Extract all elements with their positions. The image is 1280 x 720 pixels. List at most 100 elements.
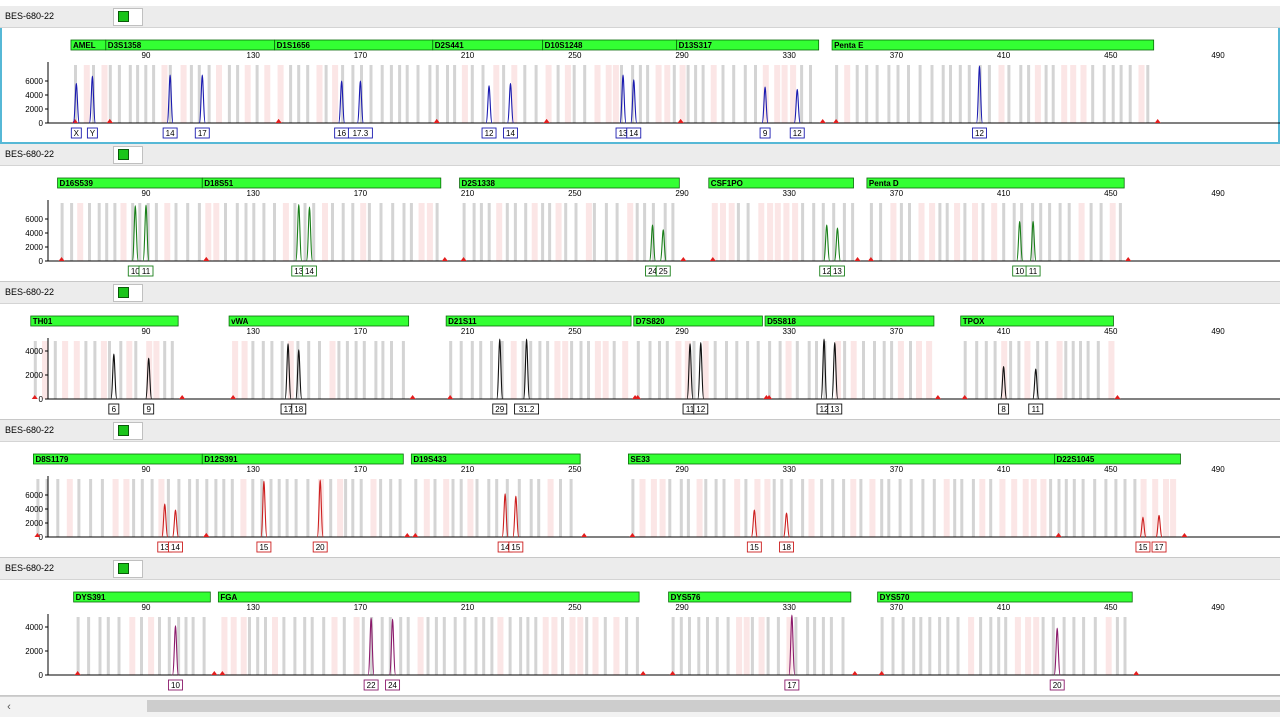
stutter-marker-icon xyxy=(409,395,416,399)
allele-call-box xyxy=(1028,403,1044,415)
stutter-marker-icon xyxy=(1114,395,1121,399)
stutter-marker-icon xyxy=(640,671,647,675)
allele-bin xyxy=(342,617,346,675)
allele-bin xyxy=(161,65,168,123)
allele-bin xyxy=(941,65,945,123)
size-tick-label: 90 xyxy=(142,189,151,198)
allele-bin xyxy=(409,203,413,261)
allele-peak xyxy=(198,74,206,124)
allele-bin xyxy=(1099,203,1103,261)
allele-bin xyxy=(379,479,383,537)
allele-bin xyxy=(42,341,48,399)
allele-bin xyxy=(158,479,165,537)
panel-toggle-button[interactable] xyxy=(113,8,143,26)
allele-call-label: 14 xyxy=(171,543,180,552)
allele-bin xyxy=(188,479,192,537)
marker-bar xyxy=(228,315,410,327)
panel-toggle-button[interactable] xyxy=(113,146,143,164)
panel-toggle-button[interactable] xyxy=(113,284,143,302)
allele-bin xyxy=(140,617,143,675)
allele-peak xyxy=(1053,627,1061,676)
allele-call-label: 9 xyxy=(146,405,151,414)
marker-bar xyxy=(73,591,211,603)
horizontal-scrollbar[interactable]: ‹ xyxy=(0,696,1280,717)
allele-call-box xyxy=(168,541,183,553)
allele-bin xyxy=(202,617,206,675)
scroll-left-arrow-icon[interactable]: ‹ xyxy=(7,701,11,713)
y-tick-label: 0 xyxy=(39,119,44,128)
size-tick-label: 370 xyxy=(890,603,904,612)
allele-bin xyxy=(529,479,533,537)
allele-bin xyxy=(1119,65,1123,123)
allele-bin xyxy=(500,341,504,399)
allele-bin xyxy=(213,203,220,261)
allele-bin xyxy=(899,203,903,261)
allele-bin xyxy=(1027,65,1031,123)
allele-bin xyxy=(772,479,776,537)
allele-bin xyxy=(801,203,805,261)
allele-bin xyxy=(129,617,136,675)
size-tick-label: 170 xyxy=(354,327,368,336)
allele-bin xyxy=(1045,341,1049,399)
allele-peak xyxy=(110,353,118,400)
panel-toggle-button[interactable] xyxy=(113,560,143,578)
dye-panel[interactable]: BES-680-22 TH01 vWA D21S11 D7S820 D5S818 TPOX 9… xyxy=(0,282,1280,420)
allele-bin xyxy=(594,65,601,123)
marker-label: DYS570 xyxy=(880,593,910,602)
marker-bar xyxy=(410,453,581,465)
stutter-marker-icon xyxy=(680,257,687,261)
allele-bin xyxy=(138,203,142,261)
allele-bin xyxy=(603,617,607,675)
allele-peak xyxy=(697,342,705,400)
dye-panel[interactable]: BES-680-22 D8S1179 D12S391 D19S433 SE33 D22S1… xyxy=(0,420,1280,558)
allele-call-label: 13 xyxy=(833,267,842,276)
allele-bin xyxy=(807,341,811,399)
allele-bin xyxy=(232,341,239,399)
allele-bin xyxy=(1146,65,1150,123)
allele-bin xyxy=(475,479,479,537)
allele-call-label: 14 xyxy=(629,129,638,138)
allele-bin xyxy=(97,203,101,261)
allele-bin xyxy=(754,65,757,123)
allele-bin xyxy=(842,203,846,261)
allele-call-box xyxy=(108,403,120,415)
allele-bin xyxy=(574,203,578,261)
allele-bin xyxy=(207,65,211,123)
marker-label: D22S1045 xyxy=(1057,455,1095,464)
dye-panel[interactable]: BES-680-22 D16S539 D18S51 D2S1338 CSF1PO Pent… xyxy=(0,144,1280,282)
dye-panel[interactable]: BES-680-22 AMEL D3S1358 D1S1656 D2S441 D10S12… xyxy=(0,6,1280,144)
allele-bin xyxy=(1004,617,1008,675)
stutter-marker-icon xyxy=(669,671,676,675)
allele-peak xyxy=(761,86,769,124)
allele-bin xyxy=(216,65,222,123)
allele-bin xyxy=(414,479,418,537)
size-tick-label: 450 xyxy=(1104,51,1118,60)
allele-call-label: 22 xyxy=(367,681,376,690)
allele-bin xyxy=(240,479,247,537)
allele-bin xyxy=(855,65,859,123)
allele-bin xyxy=(882,341,886,399)
allele-bin xyxy=(1020,203,1024,261)
scrollbar-thumb[interactable] xyxy=(147,700,1280,712)
allele-bin xyxy=(495,479,499,537)
allele-peak xyxy=(782,512,791,538)
allele-bin xyxy=(170,341,174,399)
panel-toggle-button[interactable] xyxy=(113,422,143,440)
allele-bin xyxy=(735,341,739,399)
allele-peak xyxy=(686,343,694,400)
size-tick-label: 290 xyxy=(675,327,689,336)
allele-bin xyxy=(534,617,538,675)
allele-bin xyxy=(1048,203,1052,261)
allele-call-label: 6 xyxy=(112,405,117,414)
dye-panel[interactable]: BES-680-22 DYS391 FGA DYS576 DYS570 90 130 170 2… xyxy=(0,558,1280,696)
allele-bin xyxy=(1062,617,1066,675)
allele-bin xyxy=(470,341,474,399)
allele-bins xyxy=(60,203,1122,261)
allele-bin xyxy=(529,341,533,399)
allele-peak xyxy=(512,495,520,538)
allele-call-label: 17.3 xyxy=(353,129,369,138)
allele-bin xyxy=(722,479,726,537)
stutter-marker-icon xyxy=(1181,533,1188,537)
stutter-marker-icon xyxy=(851,671,858,675)
allele-peak xyxy=(389,618,397,676)
